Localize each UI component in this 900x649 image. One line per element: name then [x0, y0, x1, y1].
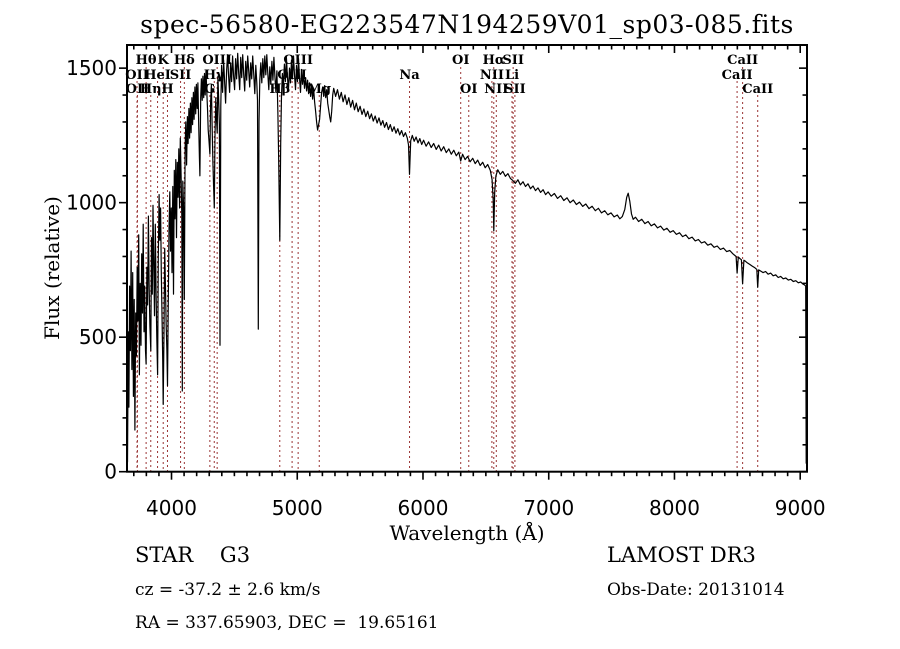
spectral-line-label: CaII: [742, 82, 773, 97]
axis-tick-labels: 4000 5000 6000 7000 8000 9000 0 500 1000 1500: [66, 56, 826, 520]
x-tick-label: 4000: [146, 496, 197, 520]
spectral-line-label: OI: [452, 53, 469, 68]
obs-date-label: Obs-Date: 20131014: [607, 580, 785, 600]
spectral-line-label: OII: [125, 68, 149, 83]
x-axis-title: Wavelength (Å): [389, 521, 545, 545]
spectral-line-label: H: [161, 82, 173, 97]
y-tick-label: 1000: [66, 191, 117, 215]
spectral-line-label: OIII: [202, 53, 232, 68]
spectral-line-label: SII: [504, 82, 526, 97]
spectral-line-label: Hα: [483, 53, 505, 68]
radial-velocity-label: cz = -37.2 ± 2.6 km/s: [135, 580, 321, 600]
spectral-line-label: SII: [502, 53, 524, 68]
spectral-line-label: Hη: [140, 82, 162, 97]
spectral-line-label: SII: [170, 68, 192, 83]
survey-label: LAMOST DR3: [607, 543, 756, 567]
spectral-line-label: Hθ: [136, 53, 157, 68]
object-class-label: STAR G3: [135, 543, 251, 567]
y-tick-label: 500: [79, 325, 117, 349]
spectral-line-label: G: [204, 82, 215, 97]
x-tick-label: 8000: [649, 496, 700, 520]
spectrum-line: [126, 52, 807, 464]
spectral-line-label: Li: [505, 68, 519, 83]
spectral-line-label: Hγ: [204, 68, 225, 83]
spectral-line-label: NII: [484, 82, 508, 97]
plot-border: [126, 44, 808, 473]
y-tick-label: 0: [104, 460, 117, 484]
axis-ticks: [119, 45, 807, 480]
spectral-line-label: NII: [480, 68, 504, 83]
spectral-line-label: Hδ: [174, 53, 195, 68]
x-tick-label: 6000: [398, 496, 449, 520]
y-tick-label: 1500: [66, 56, 117, 80]
spectral-line-label: OI: [460, 82, 477, 97]
ra-dec-label: RA = 337.65903, DEC = 19.65161: [135, 613, 439, 633]
x-tick-label: 7000: [523, 496, 574, 520]
spectral-line-label: CaII: [727, 53, 758, 68]
spectral-line-label: Na: [399, 68, 420, 83]
spectrum-trace: [126, 52, 807, 464]
spectral-line-label: K: [158, 53, 170, 68]
spectral-lines: [136, 67, 759, 472]
spectral-line-label: CaII: [722, 68, 753, 83]
spectral-line-label: HeI: [144, 68, 171, 83]
spectral-line-label: OII: [126, 82, 150, 97]
x-tick-label: 9000: [775, 496, 826, 520]
plot-frame: [126, 44, 808, 473]
spectral-line-label: Hβ: [269, 82, 290, 97]
plot-title: spec-56580-EG223547N194259V01_sp03-085.f…: [140, 10, 794, 39]
x-tick-label: 5000: [272, 496, 323, 520]
